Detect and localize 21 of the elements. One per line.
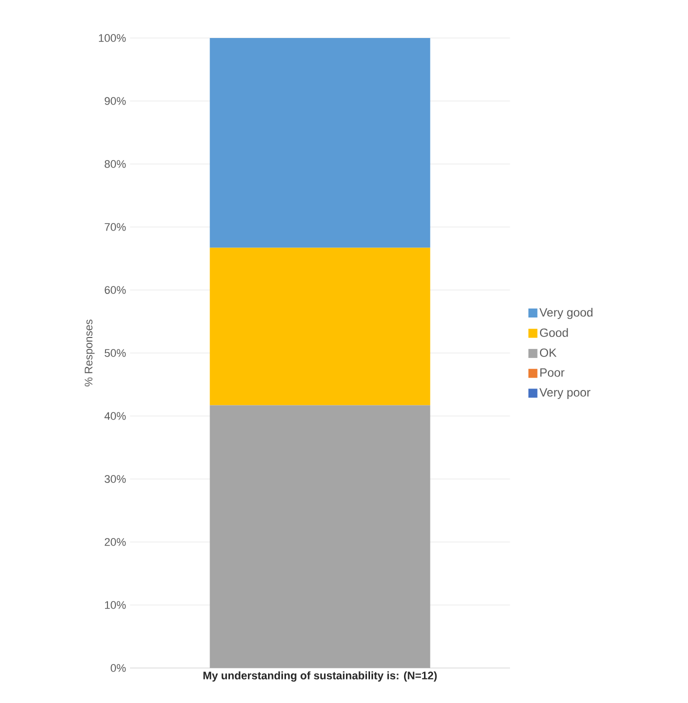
legend-label: Good bbox=[540, 328, 568, 337]
x-axis-title: My understanding of sustainability is: (N=12) bbox=[203, 671, 437, 682]
y-tick-label: 20% bbox=[104, 538, 126, 546]
y-tick-label: 30% bbox=[104, 475, 126, 483]
legend-label: Poor bbox=[540, 368, 564, 377]
y-axis-title: % Responses bbox=[84, 320, 95, 386]
y-tick-label: 0% bbox=[110, 664, 126, 672]
y-tick-label: 100% bbox=[98, 34, 126, 42]
y-tick-label: 70% bbox=[104, 223, 126, 231]
y-tick-label: 80% bbox=[104, 160, 126, 168]
y-tick-label: 10% bbox=[105, 601, 126, 609]
bar bbox=[210, 405, 430, 668]
bar bbox=[210, 248, 430, 406]
bar bbox=[210, 38, 430, 248]
y-tick-label: 40% bbox=[104, 412, 126, 420]
y-tick-label: 50% bbox=[104, 349, 126, 357]
legend-label: OK bbox=[540, 348, 557, 357]
y-tick-label: 90% bbox=[104, 97, 126, 105]
legend-label: Very poor bbox=[539, 388, 590, 399]
legend-label: Very good bbox=[539, 308, 592, 319]
y-tick-label: 60% bbox=[104, 286, 126, 294]
